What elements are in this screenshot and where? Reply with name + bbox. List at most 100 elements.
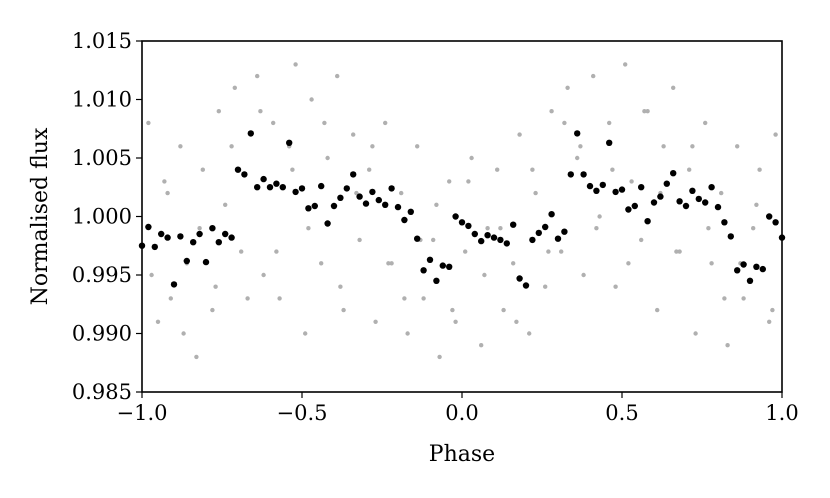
binned-data-point [394,203,402,211]
raw-data-point [735,144,740,149]
raw-data-point [210,307,215,313]
raw-data-point [239,249,244,254]
binned-data-point [657,193,664,200]
raw-data-point [431,237,436,243]
raw-data-point [335,73,340,79]
binned-data-point [222,230,229,238]
y-axis-label: Normalised flux [28,127,53,305]
binned-data-point [401,216,408,224]
binned-data-point [714,203,722,211]
raw-data-point [290,167,295,172]
binned-data-point [337,194,344,201]
binned-data-point [759,265,766,273]
binned-data-point [644,218,651,225]
binned-data-point [286,139,293,146]
raw-data-point [232,85,237,91]
binned-data-point [554,235,562,242]
binned-data-point [158,230,165,238]
raw-data-point [501,307,506,313]
raw-data-point [757,167,762,172]
y-tick-label: 0.995 [72,263,132,287]
raw-data-point [613,284,618,289]
binned-data-point [145,223,152,231]
binned-data-point [330,202,338,210]
binned-data-point [164,234,171,241]
binned-data-point [260,175,267,183]
binned-data-point [727,233,734,240]
raw-data-point [767,319,772,324]
binned-data-point [151,243,158,251]
binned-data-point [241,171,248,178]
x-tick-label: 0.5 [605,401,638,425]
raw-data-point [533,190,538,196]
raw-data-point [594,226,599,231]
raw-data-point [722,296,727,301]
binned-data-point [599,181,606,189]
binned-data-point [273,180,280,187]
raw-data-point [677,249,682,254]
raw-data-point [149,272,154,278]
raw-data-point [197,226,202,231]
x-tick-label: −1.0 [117,401,168,425]
raw-data-point [629,179,634,184]
raw-data-point [495,167,500,172]
raw-data-point [498,226,503,231]
raw-data-point [213,284,218,289]
raw-data-point [693,331,698,336]
binned-data-point [414,235,421,242]
raw-data-point [178,144,183,149]
raw-data-point [155,319,161,324]
raw-data-point [309,97,314,102]
binned-data-point [452,213,459,220]
raw-data-point [511,261,516,266]
binned-data-point [625,206,632,213]
binned-data-point [228,234,235,241]
binned-data-point [465,222,472,230]
raw-data-point [453,319,458,324]
x-axis: −1.0 −0.5 0.0 0.5 1.0 [117,392,799,425]
binned-data-point [177,233,184,240]
raw-data-point [719,190,724,196]
raw-data-point [437,354,442,360]
x-tick-label: 1.0 [765,401,798,425]
y-tick-label: 0.990 [72,322,132,346]
raw-data-point [223,202,228,207]
binned-data-point [650,199,658,206]
binned-data-point [753,263,760,270]
raw-data-point [754,202,759,207]
raw-data-point [402,296,407,301]
binned-data-point [593,187,600,194]
binned-data-point [202,258,210,266]
binned-data-point [490,234,498,241]
raw-data-point [578,144,583,149]
raw-data-point [367,167,372,172]
binned-data-point [215,239,222,246]
binned-data-point [190,239,197,246]
raw-data-point [341,307,346,313]
binned-data-point [484,232,491,239]
y-tick-label: 1.015 [72,29,132,53]
raw-data-point [466,179,471,184]
raw-data-point [543,284,548,289]
raw-data-point [671,85,676,91]
binned-data-point [458,219,466,226]
raw-data-point [405,331,410,336]
binned-data-point [580,171,587,178]
binned-data-point [439,262,446,269]
binned-data-point [606,139,613,146]
binned-data-point [574,130,581,137]
raw-data-point [434,202,439,207]
binned-data-point [522,282,530,289]
raw-data-point [770,307,775,313]
raw-data-point [591,73,596,79]
raw-data-point [559,249,564,254]
binned-data-point [638,184,645,191]
raw-data-point [626,261,631,266]
y-tick-label: 1.010 [72,88,132,112]
binned-points-layer [138,130,786,289]
binned-data-point [305,205,312,212]
raw-data-point [146,120,151,126]
raw-data-point [415,144,420,149]
binned-data-point [510,221,517,228]
